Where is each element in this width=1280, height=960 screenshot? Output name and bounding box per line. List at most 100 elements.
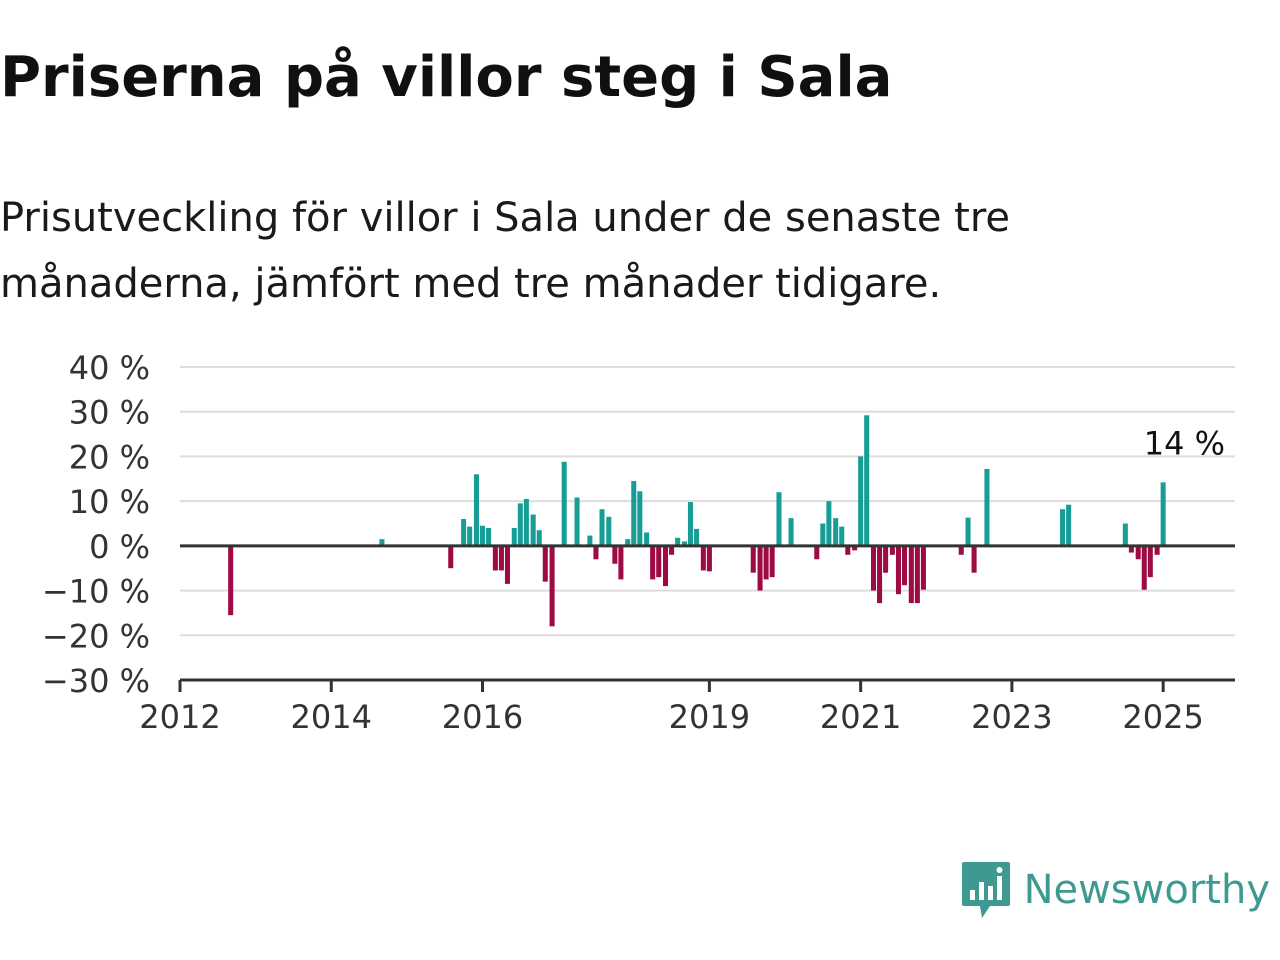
bar bbox=[574, 497, 580, 546]
bar bbox=[901, 545, 908, 586]
last-value-label: 14 % bbox=[1144, 424, 1225, 462]
chart-subtitle: Prisutveckling för villor i Sala under d… bbox=[0, 195, 1010, 307]
x-tick-label: 2023 bbox=[971, 698, 1052, 736]
newsworthy-brand-name: Newsworthy bbox=[1023, 867, 1270, 913]
bar bbox=[461, 519, 467, 546]
y-tick-label: 0 % bbox=[89, 528, 150, 566]
bar bbox=[492, 545, 498, 571]
bar bbox=[681, 541, 687, 546]
bar bbox=[479, 525, 486, 546]
bar bbox=[920, 545, 926, 590]
bar bbox=[814, 545, 820, 560]
bar bbox=[1160, 482, 1166, 546]
bar bbox=[473, 474, 479, 546]
y-tick-label: 10 % bbox=[69, 483, 150, 521]
bar bbox=[877, 545, 883, 604]
bar bbox=[769, 545, 775, 578]
bar bbox=[757, 545, 763, 591]
bar bbox=[763, 545, 769, 580]
x-tick-label: 2012 bbox=[139, 698, 220, 736]
bar bbox=[1060, 509, 1066, 546]
bar bbox=[889, 545, 895, 555]
y-tick-label: −20 % bbox=[42, 617, 150, 655]
bar bbox=[498, 545, 504, 571]
bar bbox=[637, 491, 643, 546]
x-tick-label: 2014 bbox=[291, 698, 372, 736]
bar bbox=[549, 545, 555, 627]
x-axis: 2012 2014 2016 2019 2021 2023 2025 bbox=[139, 678, 1235, 736]
bar bbox=[644, 532, 650, 546]
bar bbox=[776, 492, 782, 546]
bar bbox=[511, 527, 517, 546]
bar bbox=[858, 456, 864, 546]
bar bbox=[1122, 523, 1128, 546]
y-tick-label: 30 % bbox=[69, 394, 150, 432]
bar bbox=[379, 539, 385, 546]
bar bbox=[852, 545, 858, 551]
bar bbox=[663, 545, 669, 587]
bar bbox=[694, 528, 700, 546]
bar bbox=[914, 545, 920, 604]
bar bbox=[820, 523, 826, 546]
bar bbox=[650, 545, 656, 580]
y-tick-labels: 40 % 30 % 20 % 10 % 0 % −10 % −20 % −30 % bbox=[42, 349, 150, 700]
bar bbox=[675, 537, 681, 546]
bar bbox=[833, 518, 839, 546]
bar bbox=[706, 545, 712, 572]
bar bbox=[517, 503, 523, 546]
bar bbox=[669, 545, 675, 555]
bar bbox=[618, 545, 624, 580]
bar bbox=[870, 545, 877, 591]
bar bbox=[1066, 504, 1072, 546]
bar bbox=[631, 481, 637, 546]
bar bbox=[228, 545, 234, 616]
bar bbox=[788, 518, 794, 546]
bar bbox=[530, 514, 536, 546]
bars bbox=[228, 415, 1166, 627]
bar bbox=[700, 545, 706, 571]
bar bbox=[606, 516, 612, 546]
bar bbox=[486, 527, 492, 546]
bar bbox=[845, 545, 851, 555]
bar bbox=[448, 545, 454, 569]
bar bbox=[984, 468, 990, 546]
bar bbox=[1154, 545, 1160, 555]
newsworthy-brand[interactable]: Newsworthy bbox=[960, 860, 1270, 920]
bar bbox=[561, 461, 567, 546]
x-tick-label: 2019 bbox=[669, 698, 750, 736]
grid-lines bbox=[180, 366, 1235, 681]
bar bbox=[839, 526, 845, 546]
bar bbox=[864, 415, 870, 546]
x-tick-label: 2021 bbox=[820, 698, 901, 736]
y-tick-label: −30 % bbox=[42, 662, 150, 700]
bar bbox=[504, 545, 510, 584]
bar bbox=[958, 545, 964, 555]
bar bbox=[1128, 545, 1134, 553]
x-tick-label: 2016 bbox=[442, 698, 523, 736]
bar bbox=[599, 509, 605, 546]
bar-chart: 40 %30 %20 %10 %0 %−10 %−20 %−30 % 2012 2… bbox=[42, 349, 1235, 736]
bar bbox=[612, 545, 618, 564]
bar bbox=[593, 545, 599, 560]
x-tick-label: 2025 bbox=[1122, 698, 1203, 736]
bar bbox=[536, 530, 542, 546]
bar bbox=[750, 545, 756, 573]
bar bbox=[625, 539, 631, 546]
y-tick-label: −10 % bbox=[42, 573, 150, 611]
bar bbox=[908, 545, 914, 604]
bar bbox=[965, 517, 971, 546]
bar bbox=[895, 545, 901, 595]
newsworthy-logo-icon bbox=[961, 862, 1010, 918]
bar bbox=[1141, 545, 1147, 590]
chart-title: Priserna på villor steg i Sala bbox=[0, 45, 893, 110]
y-tick-label: 20 % bbox=[69, 438, 150, 476]
bar bbox=[467, 526, 473, 546]
bar bbox=[523, 498, 529, 546]
bar bbox=[587, 535, 593, 546]
bar bbox=[542, 545, 548, 582]
bar bbox=[1135, 545, 1141, 560]
bar bbox=[826, 501, 832, 546]
bar bbox=[1147, 545, 1153, 578]
bar bbox=[883, 545, 889, 573]
y-tick-label: 40 % bbox=[69, 349, 150, 387]
